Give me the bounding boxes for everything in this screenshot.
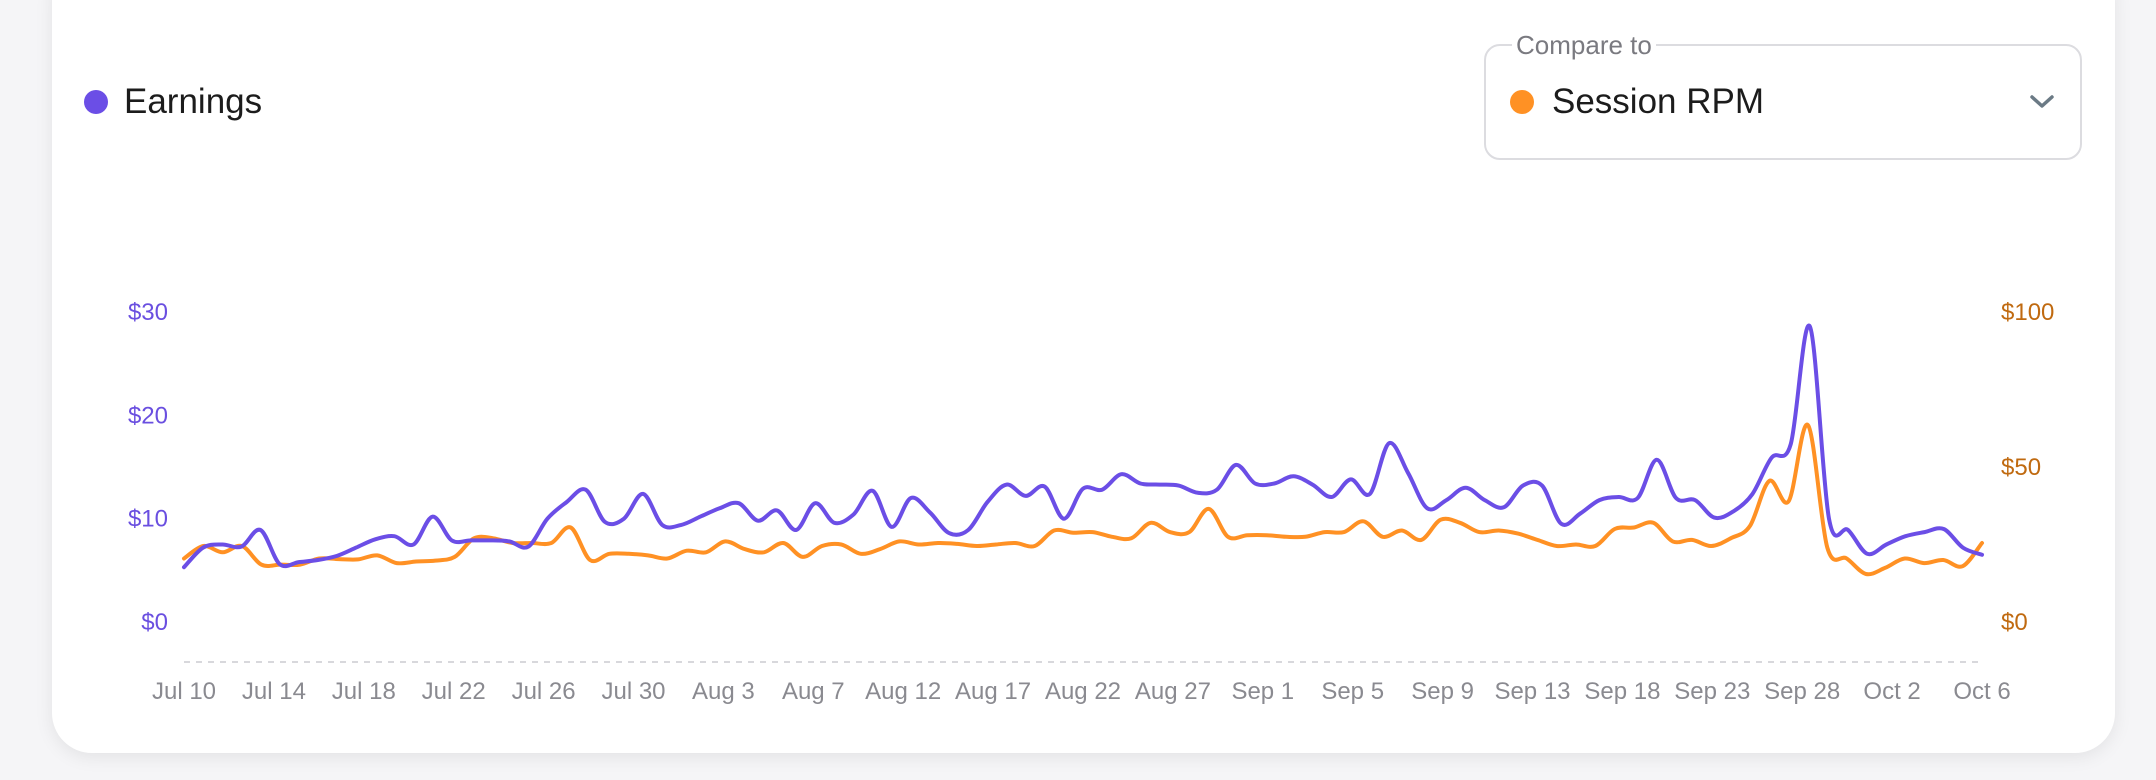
x-tick-label: Aug 7	[782, 678, 845, 705]
legend: Earnings	[84, 82, 262, 122]
session-rpm-dot	[1510, 90, 1534, 114]
y-right-tick-label: $50	[2001, 454, 2041, 481]
x-tick-label: Jul 18	[332, 678, 396, 705]
x-tick-label: Aug 27	[1135, 678, 1211, 705]
earnings-legend-dot	[84, 90, 108, 114]
compare-select[interactable]: Compare to Session RPM	[1484, 30, 2082, 160]
x-tick-label: Jul 26	[512, 678, 576, 705]
y-right-tick-label: $100	[2001, 299, 2054, 326]
x-tick-label: Oct 2	[1863, 678, 1920, 705]
x-tick-label: Sep 23	[1674, 678, 1750, 705]
x-tick-label: Jul 14	[242, 678, 306, 705]
y-left-tick-label: $30	[128, 299, 168, 326]
compare-selected-value: Session RPM	[1510, 82, 1764, 122]
session-rpm-series-line	[182, 423, 1984, 577]
y-left-tick-label: $0	[141, 609, 168, 636]
earnings-legend-label: Earnings	[124, 82, 263, 121]
x-tick-label: Sep 9	[1411, 678, 1474, 705]
chevron-down-icon[interactable]	[2026, 86, 2058, 118]
x-tick-label: Sep 5	[1321, 678, 1384, 705]
x-tick-label: Sep 1	[1231, 678, 1294, 705]
y-right-tick-label: $0	[2001, 609, 2028, 636]
x-tick-label: Aug 22	[1045, 678, 1121, 705]
x-tick-label: Sep 13	[1494, 678, 1570, 705]
x-tick-label: Sep 18	[1584, 678, 1660, 705]
x-tick-label: Aug 12	[865, 678, 941, 705]
compare-selected-label: Session RPM	[1552, 82, 1765, 121]
compare-caption: Compare to	[1512, 30, 1656, 61]
x-tick-label: Jul 10	[152, 678, 216, 705]
x-tick-label: Oct 6	[1953, 678, 2010, 705]
x-tick-label: Aug 17	[955, 678, 1031, 705]
y-left-tick-label: $20	[128, 402, 168, 429]
x-tick-label: Aug 3	[692, 678, 755, 705]
x-tick-label: Jul 22	[422, 678, 486, 705]
y-left-tick-label: $10	[128, 506, 168, 533]
chart-card	[52, 0, 2115, 753]
earnings-series-line	[182, 323, 1984, 570]
x-tick-label: Sep 28	[1764, 678, 1840, 705]
x-tick-label: Jul 30	[601, 678, 665, 705]
